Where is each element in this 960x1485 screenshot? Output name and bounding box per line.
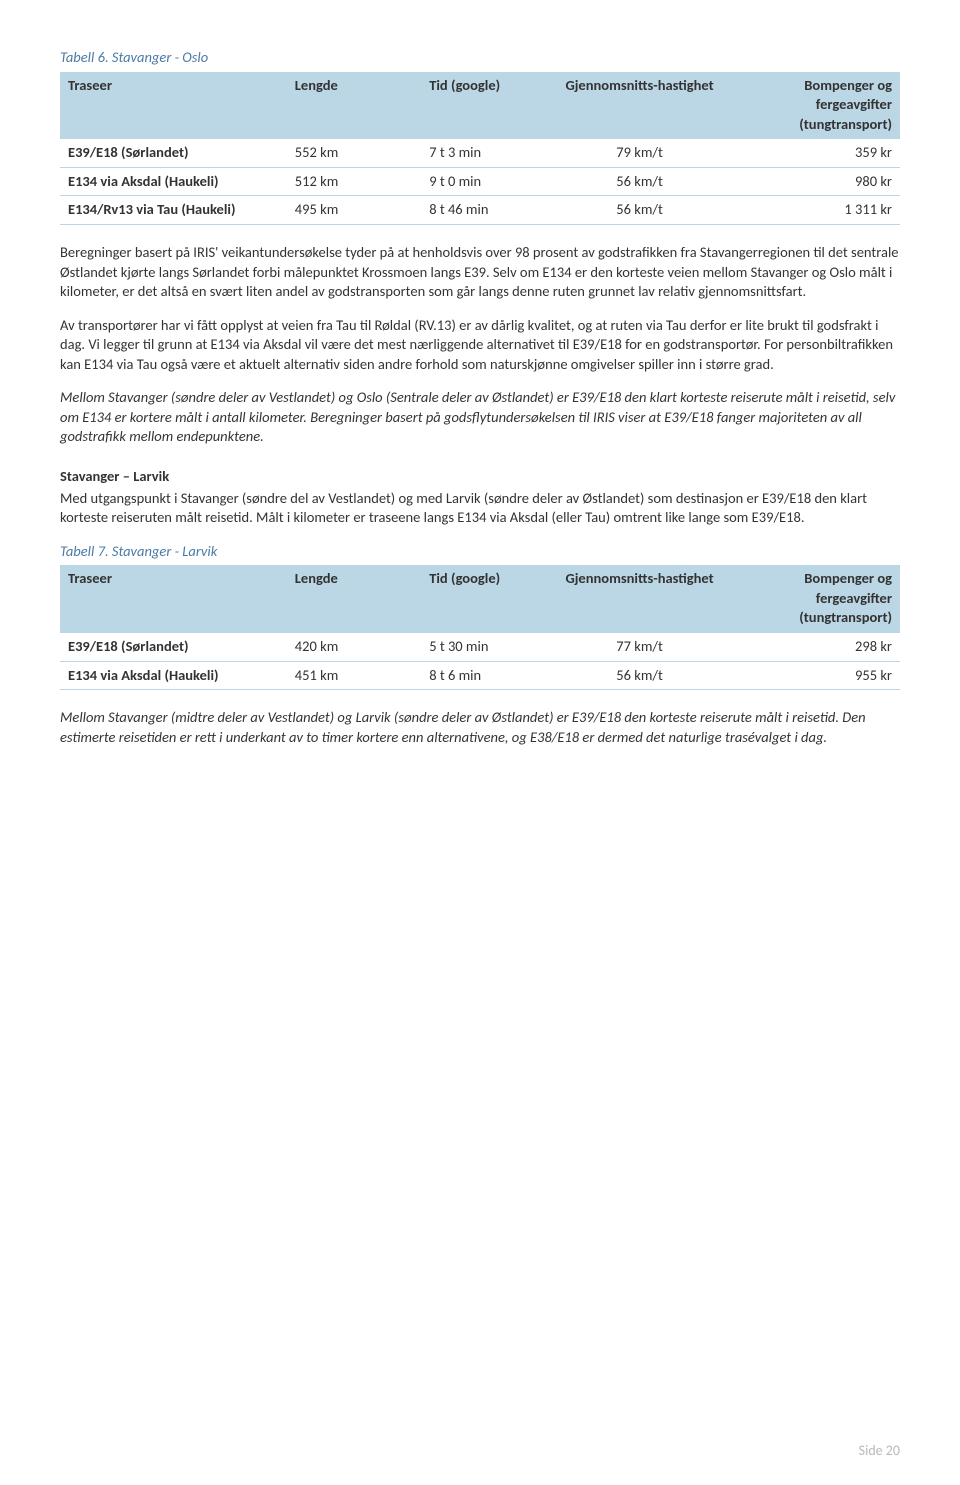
- cell-speed: 77 km/t: [556, 632, 724, 661]
- cell-time: 8 t 46 min: [421, 196, 555, 225]
- table6-col-cost: Bompenger og fergeavgifter (tungtranspor…: [724, 72, 900, 139]
- table6-col-length: Lengde: [287, 72, 421, 139]
- cell-time: 5 t 30 min: [421, 632, 555, 661]
- table7-title: Tabell 7. Stavanger - Larvik: [60, 542, 900, 562]
- cell-time: 9 t 0 min: [421, 167, 555, 196]
- cell-cost: 298 kr: [724, 632, 900, 661]
- cell-cost: 359 kr: [724, 139, 900, 168]
- table7: Traseer Lengde Tid (google) Gjennomsnitt…: [60, 565, 900, 690]
- table-row: E39/E18 (Sørlandet) 420 km 5 t 30 min 77…: [60, 632, 900, 661]
- table-row: E134/Rv13 via Tau (Haukeli) 495 km 8 t 4…: [60, 196, 900, 225]
- cell-length: 451 km: [287, 661, 421, 690]
- table6-title: Tabell 6. Stavanger - Oslo: [60, 48, 900, 68]
- table7-header-row: Traseer Lengde Tid (google) Gjennomsnitt…: [60, 565, 900, 632]
- cell-speed: 56 km/t: [556, 167, 724, 196]
- paragraph-2: Av transportører har vi fått opplyst at …: [60, 316, 900, 375]
- table6-col-trase: Traseer: [60, 72, 287, 139]
- table-row: E39/E18 (Sørlandet) 552 km 7 t 3 min 79 …: [60, 139, 900, 168]
- cell-length: 552 km: [287, 139, 421, 168]
- table7-col-trase: Traseer: [60, 565, 287, 632]
- cell-length: 495 km: [287, 196, 421, 225]
- cell-speed: 56 km/t: [556, 196, 724, 225]
- section-heading: Stavanger – Larvik: [60, 467, 900, 487]
- cell-length: 512 km: [287, 167, 421, 196]
- table6-col-time: Tid (google): [421, 72, 555, 139]
- cell-cost: 1 311 kr: [724, 196, 900, 225]
- paragraph-1: Beregninger basert på IRIS' veikantunder…: [60, 243, 900, 302]
- cell-trase: E134/Rv13 via Tau (Haukeli): [60, 196, 287, 225]
- table7-col-time: Tid (google): [421, 565, 555, 632]
- table-row: E134 via Aksdal (Haukeli) 512 km 9 t 0 m…: [60, 167, 900, 196]
- cell-time: 7 t 3 min: [421, 139, 555, 168]
- cell-trase: E39/E18 (Sørlandet): [60, 139, 287, 168]
- cell-speed: 79 km/t: [556, 139, 724, 168]
- cell-trase: E134 via Aksdal (Haukeli): [60, 661, 287, 690]
- table7-col-cost: Bompenger og fergeavgifter (tungtranspor…: [724, 565, 900, 632]
- table7-col-length: Lengde: [287, 565, 421, 632]
- cell-length: 420 km: [287, 632, 421, 661]
- cell-time: 8 t 6 min: [421, 661, 555, 690]
- cell-trase: E39/E18 (Sørlandet): [60, 632, 287, 661]
- table-row: E134 via Aksdal (Haukeli) 451 km 8 t 6 m…: [60, 661, 900, 690]
- cell-speed: 56 km/t: [556, 661, 724, 690]
- table6-header-row: Traseer Lengde Tid (google) Gjennomsnitt…: [60, 72, 900, 139]
- table6-col-speed: Gjennomsnitts-hastighet: [556, 72, 724, 139]
- paragraph-5-italic: Mellom Stavanger (midtre deler av Vestla…: [60, 708, 900, 747]
- paragraph-3-italic: Mellom Stavanger (søndre deler av Vestla…: [60, 388, 900, 447]
- cell-cost: 980 kr: [724, 167, 900, 196]
- table6: Traseer Lengde Tid (google) Gjennomsnitt…: [60, 72, 900, 225]
- cell-trase: E134 via Aksdal (Haukeli): [60, 167, 287, 196]
- table7-col-speed: Gjennomsnitts-hastighet: [556, 565, 724, 632]
- cell-cost: 955 kr: [724, 661, 900, 690]
- paragraph-4: Med utgangspunkt i Stavanger (søndre del…: [60, 489, 900, 528]
- page-footer: Side 20: [859, 1442, 900, 1461]
